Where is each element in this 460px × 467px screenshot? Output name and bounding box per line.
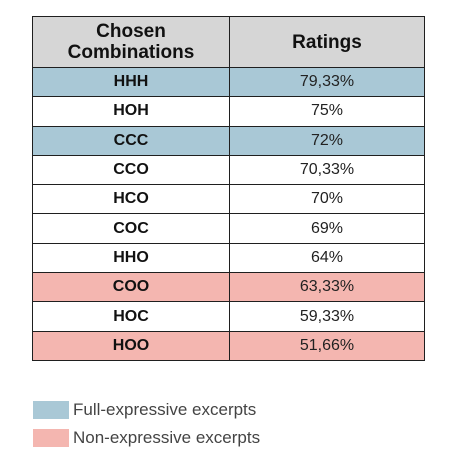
combination-cell: HHH xyxy=(32,66,230,98)
legend-label: Full-expressive excerpts xyxy=(73,400,257,419)
combination-cell: COO xyxy=(32,272,230,303)
table-row: HOC 59,33% xyxy=(32,301,425,332)
combination-cell: HOO xyxy=(32,330,230,361)
legend: Full-expressive excerpts Non-expressive e… xyxy=(33,399,260,455)
combination-cell: HHO xyxy=(32,242,230,274)
table-row: CCC 72% xyxy=(32,125,425,156)
header-ratings: Ratings xyxy=(229,16,425,68)
combination-cell: HCO xyxy=(32,184,230,215)
rating-cell: 64% xyxy=(229,242,425,274)
combination-cell: HOC xyxy=(32,301,230,332)
table-row: HCO 70% xyxy=(32,184,425,215)
table-row: CCO 70,33% xyxy=(32,154,425,186)
table-row: COC 69% xyxy=(32,213,425,244)
header-combinations: Chosen Combinations xyxy=(32,16,230,68)
table-row: HHH 79,33% xyxy=(32,66,425,98)
header-combinations-line2: Combinations xyxy=(67,42,195,63)
legend-label: Non-expressive excerpts xyxy=(73,428,261,447)
table-row: COO 63,33% xyxy=(32,272,425,303)
rating-cell: 79,33% xyxy=(229,66,425,98)
ratings-table: Chosen Combinations Ratings HHH 79,33% HOH… xyxy=(32,16,425,361)
table-row: HOO 51,66% xyxy=(32,330,425,361)
table-body: HHH 79,33% HOH 75% CCC 72% CCO 70,33% HCO 70% COC 6… xyxy=(32,66,425,361)
legend-swatch xyxy=(33,429,69,447)
legend-swatch xyxy=(33,401,69,419)
legend-item: Non-expressive excerpts xyxy=(33,427,260,449)
rating-cell: 63,33% xyxy=(229,272,425,303)
header-row: Chosen Combinations Ratings xyxy=(32,16,425,68)
rating-cell: 59,33% xyxy=(229,301,425,332)
table-row: HOH 75% xyxy=(32,96,425,127)
combination-cell: HOH xyxy=(32,96,230,127)
rating-cell: 72% xyxy=(229,125,425,156)
combination-cell: CCO xyxy=(32,154,230,186)
rating-cell: 70% xyxy=(229,184,425,215)
table-row: HHO 64% xyxy=(32,242,425,274)
legend-item: Full-expressive excerpts xyxy=(33,399,260,421)
rating-cell: 51,66% xyxy=(229,330,425,361)
rating-cell: 75% xyxy=(229,96,425,127)
rating-cell: 69% xyxy=(229,213,425,244)
combination-cell: CCC xyxy=(32,125,230,156)
combination-cell: COC xyxy=(32,213,230,244)
rating-cell: 70,33% xyxy=(229,154,425,186)
header-combinations-line1: Chosen xyxy=(96,21,166,42)
